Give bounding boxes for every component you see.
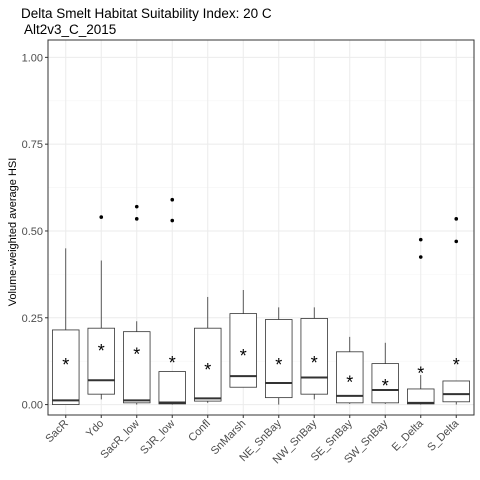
box-NW_SnBay: * bbox=[300, 307, 328, 400]
chart-subtitle: Alt2v3_C_2015 bbox=[24, 22, 116, 37]
outlier-point bbox=[134, 204, 139, 209]
y-tick-label: 0.25 bbox=[22, 313, 43, 325]
box-iqr bbox=[442, 380, 470, 403]
box-iqr bbox=[158, 371, 186, 405]
box-Ydo: * bbox=[87, 215, 115, 400]
box-SacR_low: * bbox=[123, 204, 151, 405]
outlier-point bbox=[418, 237, 423, 242]
outlier-point bbox=[170, 197, 175, 202]
mean-marker: * bbox=[346, 372, 353, 392]
y-tick-label: 0.50 bbox=[22, 226, 43, 238]
box-iqr bbox=[52, 329, 80, 405]
y-tick-label: 0.75 bbox=[22, 139, 43, 151]
box-iqr bbox=[407, 388, 435, 405]
outlier-point bbox=[99, 215, 104, 219]
outlier-point bbox=[454, 239, 459, 244]
mean-marker: * bbox=[98, 341, 105, 361]
box-iqr bbox=[336, 351, 364, 404]
y-axis-title: Volume-weighted average HSI bbox=[7, 158, 19, 307]
box-SW_SnBay: * bbox=[371, 342, 399, 404]
mean-marker: * bbox=[417, 364, 424, 384]
panel-border bbox=[47, 39, 475, 416]
mean-marker: * bbox=[240, 346, 247, 366]
box-Confl: * bbox=[194, 296, 222, 403]
box-NE_SnBay: * bbox=[265, 307, 293, 405]
mean-marker: * bbox=[204, 360, 211, 380]
mean-marker: * bbox=[62, 355, 69, 375]
box-E_Delta: * bbox=[407, 237, 435, 405]
outlier-point bbox=[418, 255, 423, 259]
box-S_Delta: * bbox=[442, 217, 470, 405]
y-axis: 0.00 0.25 0.50 0.75 1.00 bbox=[22, 52, 48, 412]
box-iqr bbox=[300, 318, 328, 395]
mean-marker: * bbox=[169, 353, 176, 373]
mean-marker: * bbox=[133, 345, 140, 365]
box-iqr bbox=[194, 327, 222, 402]
mean-marker: * bbox=[453, 355, 460, 375]
y-tick-label: 1.00 bbox=[22, 52, 43, 64]
outlier-point bbox=[170, 218, 175, 223]
mean-marker: * bbox=[311, 353, 318, 373]
box-iqr bbox=[229, 313, 257, 388]
box-iqr bbox=[87, 327, 115, 395]
box-SacR: * bbox=[52, 248, 80, 405]
box-iqr bbox=[123, 331, 151, 404]
mean-marker: * bbox=[275, 355, 282, 375]
box-SnMarsh: * bbox=[229, 290, 257, 388]
box-iqr bbox=[265, 319, 293, 399]
outlier-point bbox=[134, 217, 139, 221]
y-tick-label: 0.00 bbox=[22, 400, 43, 412]
chart-title: Delta Smelt Habitat Suitability Index: 2… bbox=[21, 6, 272, 21]
mean-marker: * bbox=[382, 376, 389, 396]
box-SE_SnBay: * bbox=[336, 336, 364, 404]
box-SJR_low: * bbox=[158, 197, 186, 405]
outlier-point bbox=[454, 217, 459, 221]
box-iqr bbox=[371, 363, 399, 404]
box-series: * * * * * * * * * * * * bbox=[52, 197, 470, 405]
